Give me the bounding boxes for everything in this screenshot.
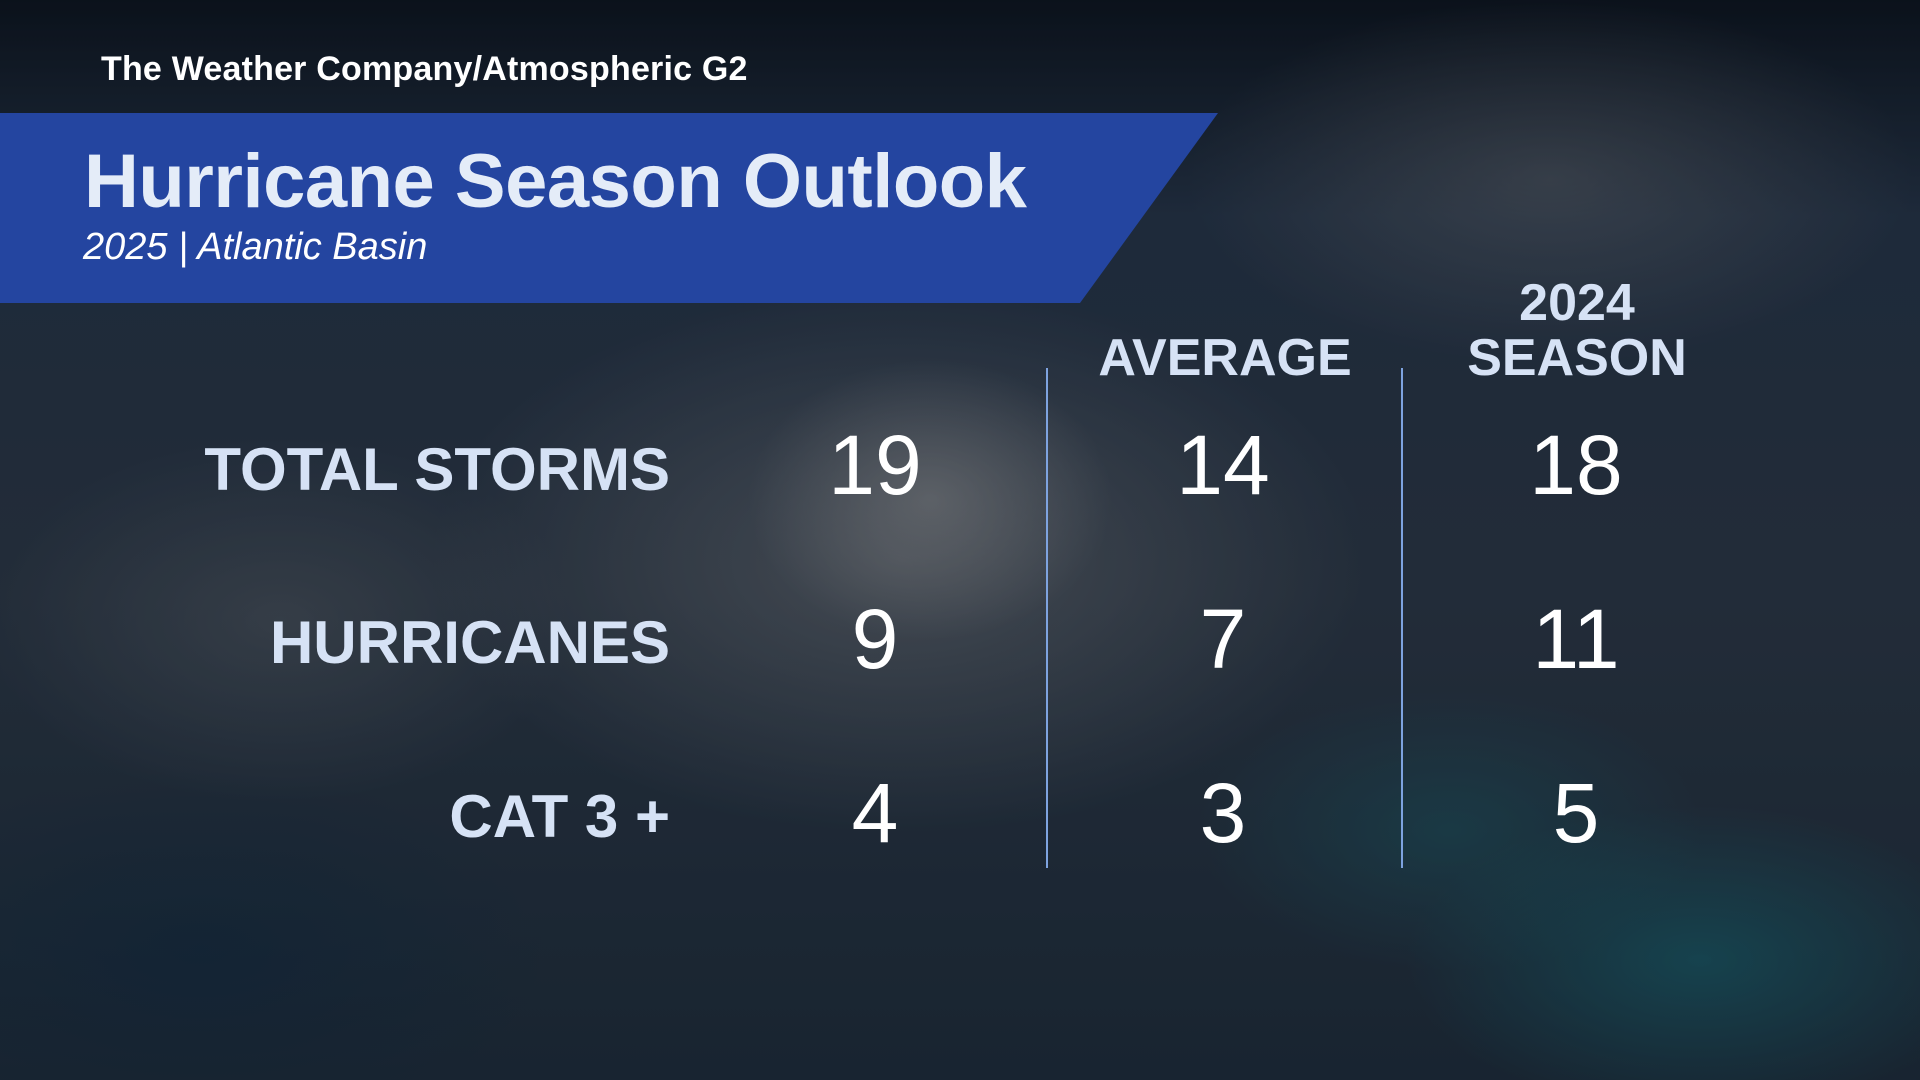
column-header-label: AVERAGE (1098, 329, 1352, 387)
column-divider (1401, 368, 1403, 868)
column-header-line: 2024 (1519, 274, 1635, 332)
value-average: 7 (1199, 592, 1247, 686)
value-2024-season: 11 (1532, 592, 1620, 686)
value-2024-season: 5 (1552, 766, 1600, 860)
title-banner (0, 113, 1218, 303)
page-subtitle: 2025 | Atlantic Basin (83, 226, 428, 268)
column-divider (1046, 368, 1048, 868)
value-2025: 4 (851, 766, 899, 860)
value-2024-season: 18 (1529, 418, 1623, 512)
value-2025: 9 (851, 592, 899, 686)
row-label: HURRICANES (269, 609, 670, 676)
row-label: TOTAL STORMS (204, 436, 670, 503)
page-title: Hurricane Season Outlook (84, 139, 1027, 224)
value-2025: 19 (828, 418, 922, 512)
column-header-2024-season: 2024 SEASON (1417, 276, 1737, 386)
column-header-average: AVERAGE (1065, 331, 1385, 386)
value-average: 14 (1176, 418, 1270, 512)
value-average: 3 (1199, 766, 1247, 860)
row-label: CAT 3 + (449, 783, 670, 850)
source-credit: The Weather Company/Atmospheric G2 (101, 50, 748, 88)
column-header-line: SEASON (1467, 329, 1687, 387)
